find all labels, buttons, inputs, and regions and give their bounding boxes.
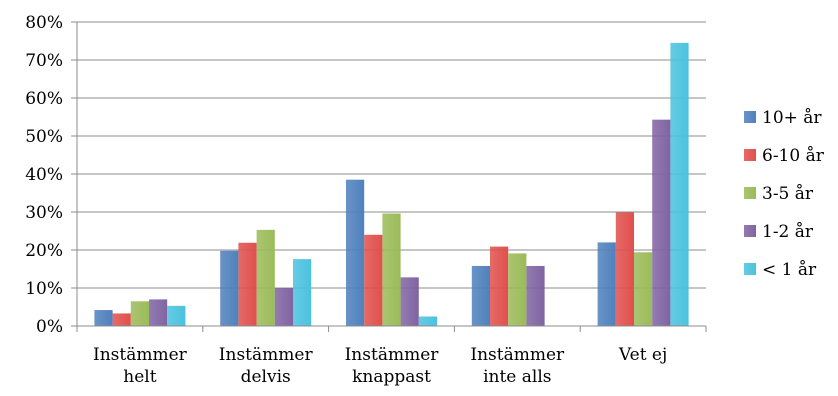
legend-label: 6-10 år — [762, 146, 825, 166]
bar — [508, 253, 527, 326]
axes — [71, 21, 707, 332]
y-tick-label: 80% — [25, 13, 63, 33]
bar — [652, 119, 671, 326]
bar — [418, 316, 437, 326]
legend-label: 3-5 år — [762, 184, 814, 204]
bar — [220, 250, 239, 326]
x-category-label: Vet ej — [618, 345, 667, 365]
bar — [112, 313, 131, 326]
y-tick-label: 40% — [25, 165, 63, 185]
bar — [94, 310, 113, 326]
x-category-label: Instämmer — [345, 345, 440, 365]
bar — [293, 259, 312, 326]
bar — [670, 42, 689, 327]
legend-swatch — [744, 225, 756, 237]
legend: 10+ år 6-10 år 3-5 år 1-2 år < 1 år — [744, 108, 825, 280]
y-tick-label: 0% — [36, 317, 63, 337]
bar — [256, 229, 275, 326]
legend-label: 1-2 år — [762, 222, 814, 242]
legend-swatch — [744, 149, 756, 161]
bar — [364, 234, 383, 326]
y-tick-label: 50% — [25, 127, 63, 147]
bar — [471, 265, 490, 326]
bar — [238, 242, 257, 326]
legend-swatch — [744, 187, 756, 199]
x-axis-category-labels: InstämmerheltInstämmerdelvisInstämmerkna… — [93, 345, 667, 387]
x-category-label: Instämmer — [93, 345, 188, 365]
y-axis-tick-labels: 0% 10% 20% 30% 40% 50% 60% 70% 80% — [25, 13, 63, 337]
y-tick-label: 70% — [25, 51, 63, 71]
x-category-label: delvis — [241, 367, 291, 387]
bar — [130, 301, 149, 326]
x-category-label: knappast — [352, 367, 431, 387]
bar — [167, 305, 186, 326]
legend-label: < 1 år — [762, 260, 817, 280]
bars — [94, 42, 689, 327]
bar — [400, 277, 419, 326]
bar — [382, 213, 401, 326]
bar — [634, 252, 653, 326]
y-tick-label: 10% — [25, 279, 63, 299]
bar — [615, 212, 634, 326]
bar — [274, 288, 293, 326]
x-category-label: Instämmer — [470, 345, 565, 365]
bar — [346, 179, 365, 326]
y-tick-label: 60% — [25, 89, 63, 109]
bar — [149, 299, 168, 326]
legend-swatch — [744, 263, 756, 275]
y-tick-label: 20% — [25, 241, 63, 261]
legend-swatch — [744, 111, 756, 123]
x-category-label: helt — [123, 367, 156, 387]
bar — [490, 246, 509, 326]
legend-label: 10+ år — [762, 108, 822, 128]
bar — [526, 265, 545, 326]
y-tick-label: 30% — [25, 203, 63, 223]
x-category-label: Instämmer — [219, 345, 314, 365]
gridlines — [77, 21, 706, 327]
bar — [597, 242, 616, 326]
x-category-label: inte alls — [483, 367, 551, 387]
